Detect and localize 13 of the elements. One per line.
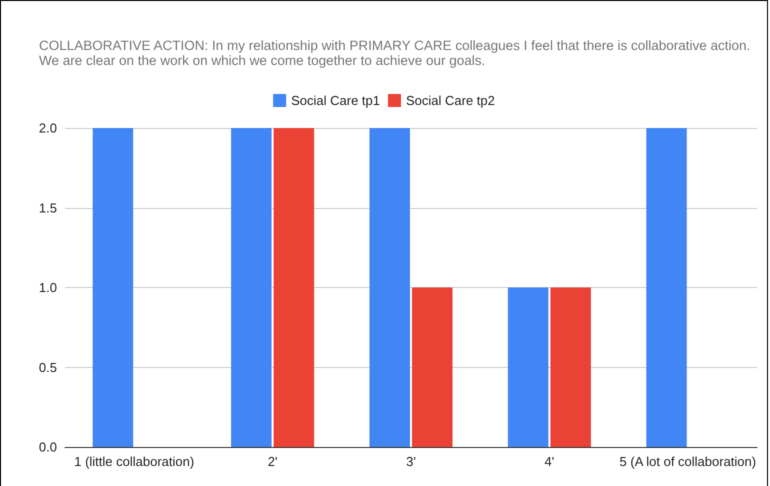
y-tick-label: 1.0 (38, 280, 57, 295)
y-tick-label: 1.5 (38, 200, 57, 216)
x-tick-label: 3' (406, 454, 416, 469)
x-tick-label: 5 (A lot of collaboration) (620, 454, 756, 469)
x-tick-label: 1 (little collaboration) (74, 454, 194, 469)
y-tick-label: 2.0 (38, 120, 57, 136)
legend-label: Social Care tp1 (291, 93, 380, 108)
legend-label: Social Care tp2 (406, 93, 495, 108)
y-tick-label: 0.0 (38, 440, 57, 454)
chart-title: COLLABORATIVE ACTION: In my relationship with PRIMARY CARE colleagues I feel that there is collaborative action. We are clear on the work on which we come together to achieve our goals. (39, 38, 754, 68)
x-tick-label: 2' (268, 454, 278, 469)
x-tick-label: 4' (544, 454, 554, 469)
y-tick-label: 0.5 (38, 360, 57, 375)
